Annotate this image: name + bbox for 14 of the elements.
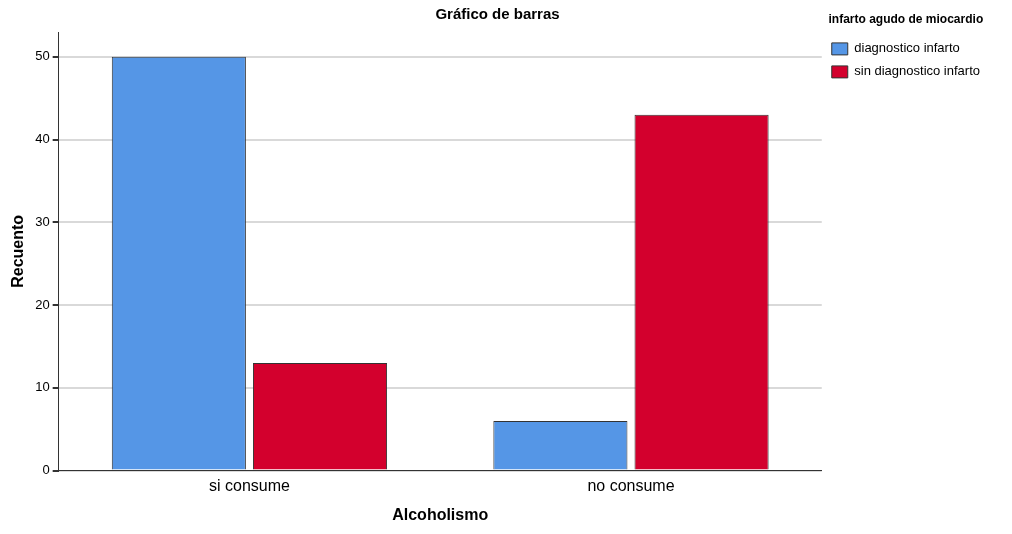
chart-title: Gráfico de barras: [435, 5, 560, 23]
x-tick-label: si consume: [208, 476, 290, 494]
y-axis-title: Recuento: [9, 214, 27, 288]
x-tick-label: no consume: [587, 476, 675, 494]
legend-title: infarto agudo de miocardio: [828, 12, 984, 27]
y-tick-label: 30: [35, 213, 50, 229]
y-tick-label: 20: [35, 296, 50, 312]
y-tick-label: 40: [35, 131, 50, 147]
x-axis-title: Alcoholismo: [392, 505, 489, 523]
y-tick-label: 10: [35, 379, 50, 395]
legend-label: sin diagnostico infarto: [854, 63, 981, 79]
y-tick-label: 0: [42, 462, 50, 478]
y-tick-label: 50: [35, 48, 50, 64]
legend-label: diagnostico infarto: [854, 40, 960, 56]
